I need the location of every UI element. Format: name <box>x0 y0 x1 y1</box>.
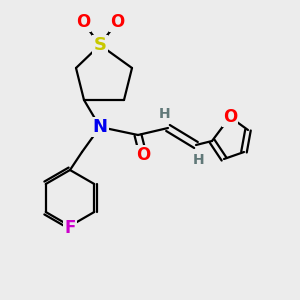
Text: O: O <box>223 108 237 126</box>
Text: H: H <box>193 153 205 167</box>
Text: N: N <box>92 118 107 136</box>
Text: H: H <box>159 107 171 121</box>
Text: S: S <box>94 36 106 54</box>
Text: O: O <box>110 13 124 31</box>
Text: O: O <box>136 146 150 164</box>
Text: F: F <box>64 219 76 237</box>
Text: O: O <box>76 13 90 31</box>
